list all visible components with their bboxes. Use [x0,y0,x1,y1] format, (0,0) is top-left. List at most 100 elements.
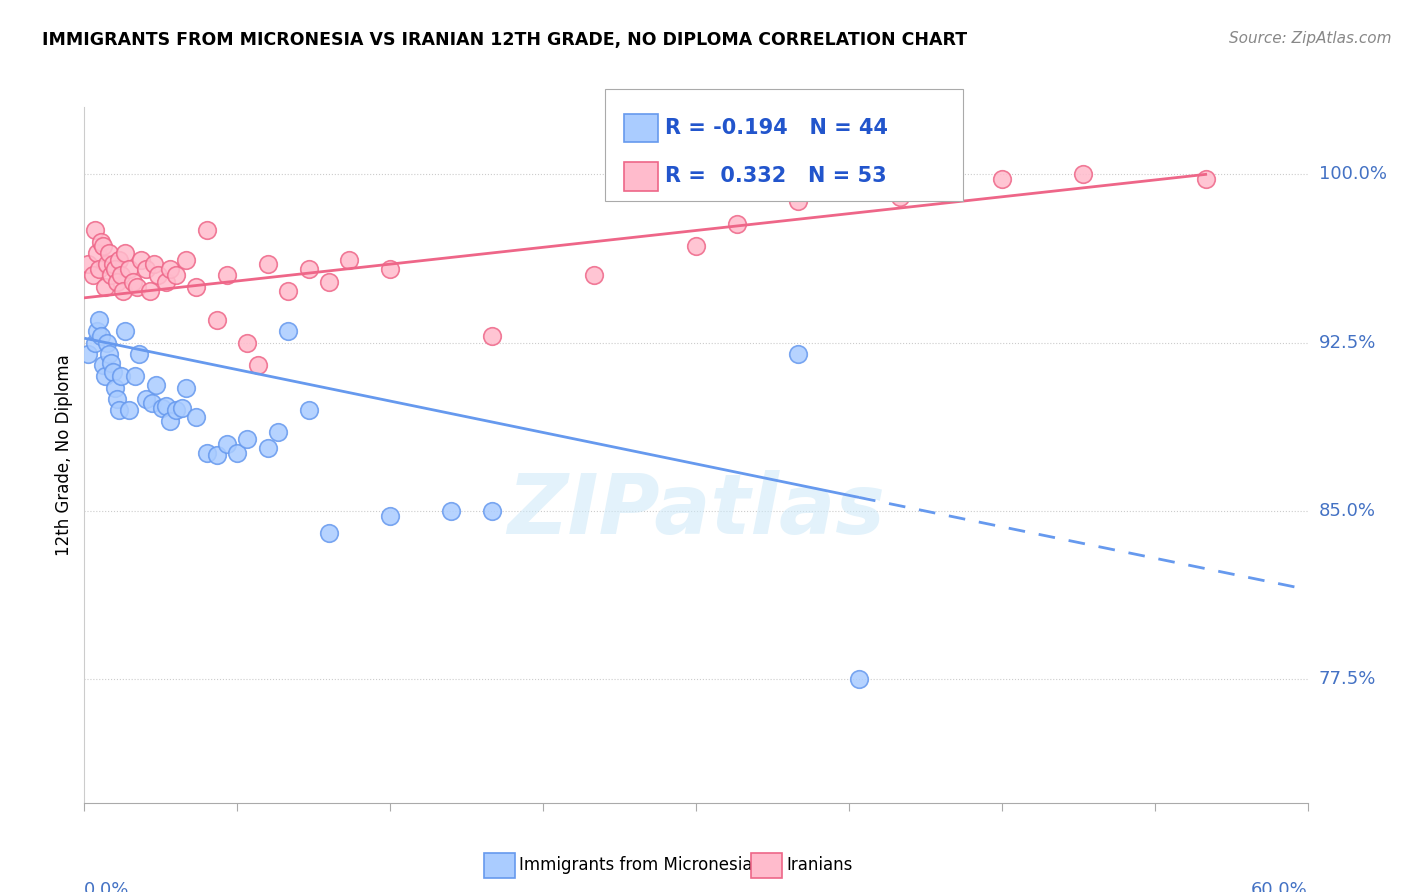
Text: Immigrants from Micronesia: Immigrants from Micronesia [519,856,752,874]
Point [159,414,181,428]
Point [90,329,112,343]
Point [124,369,146,384]
Point [186,279,208,293]
Text: 77.5%: 77.5% [1319,671,1376,689]
Text: Iranians: Iranians [786,856,852,874]
Point [298,403,321,417]
Point [318,275,340,289]
Point [277,325,299,339]
Text: 0.0%: 0.0% [84,881,129,892]
Point [889,190,911,204]
Point [298,261,321,276]
Point [1071,167,1094,181]
Point [380,508,402,523]
Point [165,403,187,417]
Point [195,223,218,237]
Point [108,252,131,267]
Point [91,239,114,253]
Point [118,403,141,417]
Point [236,335,259,350]
Point [101,365,124,379]
Point [86,246,108,260]
Point [100,268,122,283]
Text: 60.0%: 60.0% [1251,881,1308,892]
Point [135,392,157,406]
Point [105,275,128,289]
Point [848,172,870,186]
Point [236,432,259,446]
Point [165,268,187,283]
Point [155,399,177,413]
Point [97,246,120,260]
Text: 85.0%: 85.0% [1319,502,1375,520]
Point [150,401,173,415]
Point [787,194,810,209]
Point [380,261,402,276]
Point [91,358,114,372]
Point [929,178,952,193]
Point [267,425,290,440]
Point [195,445,218,459]
Point [83,223,105,237]
Point [142,257,165,271]
Point [127,279,149,293]
Point [96,335,118,350]
Point [82,268,104,283]
Point [848,673,870,687]
Point [101,257,124,271]
Text: IMMIGRANTS FROM MICRONESIA VS IRANIAN 12TH GRADE, NO DIPLOMA CORRELATION CHART: IMMIGRANTS FROM MICRONESIA VS IRANIAN 12… [42,31,967,49]
Point [159,261,181,276]
Point [205,448,228,462]
Point [205,313,228,327]
Point [217,436,239,450]
Point [110,268,132,283]
Point [90,235,112,249]
Point [1195,172,1218,186]
Point [93,369,115,384]
Point [122,275,145,289]
Point [339,252,360,267]
Point [145,378,167,392]
Point [186,409,208,424]
Text: ZIPatlas: ZIPatlas [508,470,884,551]
Point [77,257,100,271]
Text: R = -0.194   N = 44: R = -0.194 N = 44 [665,118,889,138]
Text: 100.0%: 100.0% [1319,165,1386,184]
Point [440,504,463,518]
Point [217,268,239,283]
Point [246,358,269,372]
Point [990,172,1012,186]
Point [93,279,115,293]
Text: R =  0.332   N = 53: R = 0.332 N = 53 [665,167,887,186]
Point [481,329,503,343]
Point [318,526,340,541]
Point [114,325,136,339]
Text: Source: ZipAtlas.com: Source: ZipAtlas.com [1229,31,1392,46]
Point [77,347,100,361]
Point [787,347,810,361]
Point [105,392,128,406]
Point [135,261,157,276]
Point [174,252,197,267]
Point [481,504,503,518]
Point [83,335,105,350]
Point [141,396,163,410]
Point [155,275,177,289]
Point [128,347,150,361]
Point [174,381,197,395]
Point [114,246,136,260]
Point [138,284,160,298]
Point [100,356,122,370]
Point [725,217,748,231]
Point [146,268,169,283]
Y-axis label: 12th Grade, No Diploma: 12th Grade, No Diploma [55,354,73,556]
Point [257,257,280,271]
Point [87,261,110,276]
Point [104,261,127,276]
Point [96,257,118,271]
Point [685,239,707,253]
Point [97,347,120,361]
Point [86,325,108,339]
Point [226,445,249,459]
Point [582,268,605,283]
